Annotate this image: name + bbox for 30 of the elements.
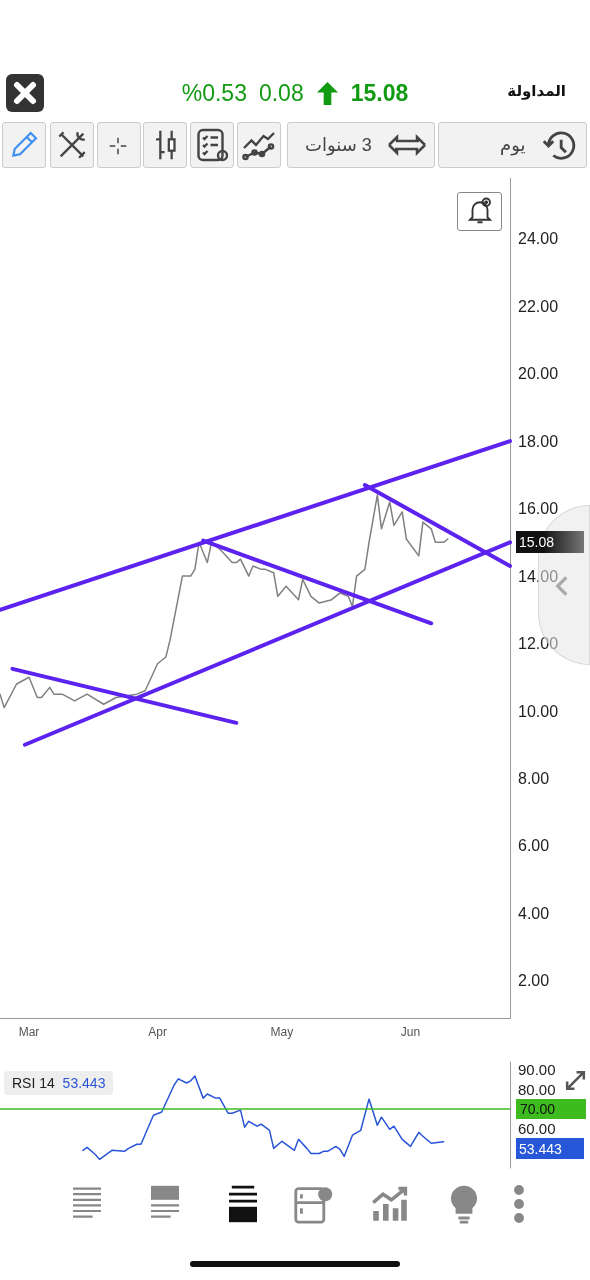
text: يوم — [500, 134, 526, 156]
y-tick-label: 14.00 — [518, 567, 559, 585]
text: RSI 14 — [12, 1075, 55, 1091]
y-tick-label: 90.00 — [518, 1061, 556, 1079]
y-tick-label: 10.00 — [518, 702, 559, 720]
y-tick-label: 22.00 — [518, 297, 559, 315]
x-tick-label: Mar — [18, 1025, 40, 1039]
ref-line-label: 70.00 — [520, 1101, 556, 1118]
y-tick-label: 24.00 — [518, 230, 559, 248]
text: 3 سنوات — [305, 134, 372, 156]
text: 0.08 — [258, 79, 304, 107]
x-tick-label: May — [270, 1025, 294, 1039]
y-tick-label: 12.00 — [518, 635, 559, 653]
text: 15.08 — [516, 531, 584, 553]
y-tick-label: 80.00 — [518, 1080, 556, 1098]
text: 53.443 — [516, 1138, 584, 1159]
y-tick-label: 4.00 — [518, 904, 550, 922]
y-tick-label: 18.00 — [518, 432, 559, 450]
annotation: 53.443 — [62, 1075, 106, 1091]
x-tick-label: Jun — [400, 1025, 421, 1039]
y-tick-label: 20.00 — [518, 365, 559, 383]
text: %0.53 — [181, 79, 247, 107]
x-tick-label: Apr — [148, 1025, 167, 1039]
y-tick-label: 60.00 — [518, 1120, 556, 1138]
y-tick-label: 6.00 — [518, 837, 550, 855]
text: 15.08 — [350, 79, 409, 107]
y-tick-label: 2.00 — [518, 972, 550, 990]
chart-title: المداولة — [507, 82, 566, 100]
y-tick-label: 16.00 — [518, 500, 559, 518]
y-tick-label: 8.00 — [518, 769, 550, 787]
